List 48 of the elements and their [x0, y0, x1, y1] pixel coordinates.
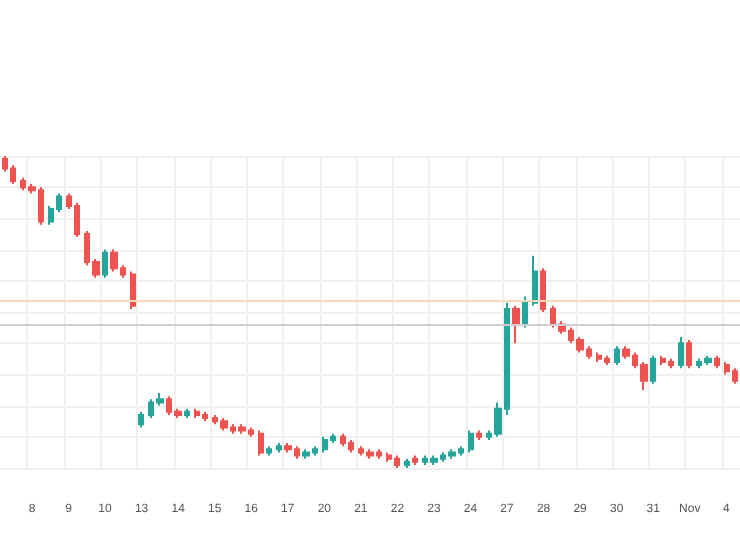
candlestick	[686, 339, 692, 370]
candlestick	[678, 335, 684, 370]
candlestick	[512, 304, 520, 345]
candlestick	[266, 445, 272, 457]
candlestick	[668, 357, 674, 370]
candlestick	[404, 457, 410, 469]
candlestick	[366, 448, 374, 460]
candlestick	[522, 295, 528, 329]
candlestick	[110, 248, 118, 273]
candlestick	[724, 360, 730, 376]
candlestick	[448, 448, 456, 460]
candlestick	[540, 267, 546, 313]
candlestick	[194, 407, 200, 420]
candlestick	[468, 429, 474, 454]
candlestick	[340, 432, 346, 448]
candlestick	[258, 429, 264, 457]
candlestick	[622, 345, 630, 360]
candlestick	[238, 423, 246, 435]
candlestick	[704, 354, 712, 367]
candlestick	[220, 417, 228, 432]
candlestick	[330, 432, 336, 445]
candlestick	[650, 354, 656, 385]
candlestick	[412, 454, 418, 466]
candlestick	[138, 410, 144, 429]
candlestick	[476, 429, 482, 441]
candlestick	[184, 407, 190, 420]
candlestick	[614, 345, 620, 367]
candlestick	[10, 164, 16, 186]
candlestick	[596, 351, 602, 363]
candlestick	[302, 448, 310, 460]
candlestick	[284, 442, 292, 454]
candlestick	[430, 454, 438, 466]
candlestick	[660, 354, 666, 367]
candlestick	[714, 354, 720, 370]
candlestick	[276, 442, 282, 454]
candlestick	[102, 248, 108, 279]
candlestick	[604, 354, 610, 367]
candlestick	[130, 270, 136, 310]
candlestick	[202, 410, 208, 423]
candlestick	[348, 438, 354, 454]
candlestick	[322, 435, 328, 454]
candlestick	[576, 335, 584, 354]
candlestick	[732, 367, 738, 385]
candlestick	[532, 254, 538, 307]
candlestick	[74, 201, 80, 239]
candlestick	[386, 451, 392, 463]
candlestick	[394, 454, 400, 469]
candlestick	[640, 360, 648, 391]
